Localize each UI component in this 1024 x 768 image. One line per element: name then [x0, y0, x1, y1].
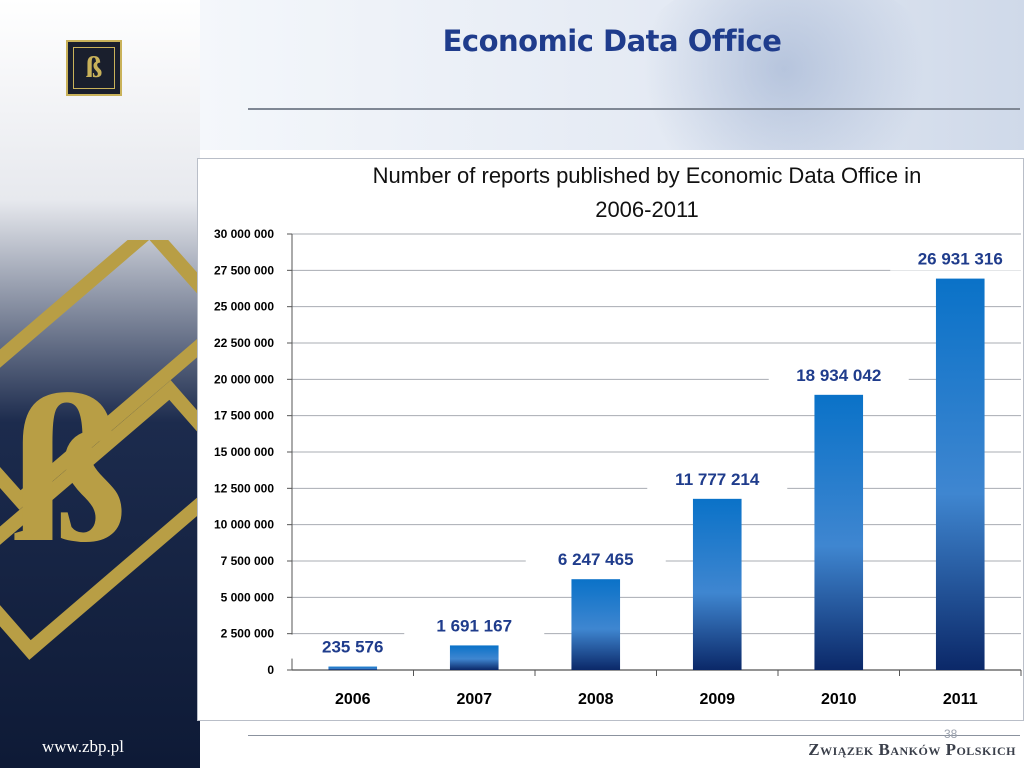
y-tick-label: 30 000 000 — [214, 227, 274, 241]
bar — [935, 278, 985, 670]
emblem-watermark-icon: ß — [0, 240, 200, 660]
data-label-background — [890, 246, 1023, 271]
x-tick-label: 2008 — [578, 691, 614, 708]
x-tick-label: 2006 — [335, 691, 371, 708]
zbp-logo: ß — [66, 40, 122, 96]
title-divider — [248, 108, 1020, 110]
left-branding-panel: ß ß www.zbp.pl — [0, 0, 200, 768]
organization-name: Związek Banków Polskich — [808, 740, 1016, 759]
y-tick-label: 22 500 000 — [214, 336, 274, 350]
y-tick-label: 7 500 000 — [221, 554, 275, 568]
bar — [814, 394, 864, 670]
data-label: 11 777 214 — [675, 470, 760, 489]
data-label-background — [404, 613, 545, 638]
y-tick-label: 0 — [267, 663, 274, 677]
page-number: 38 — [944, 727, 958, 741]
data-label: 6 247 465 — [558, 550, 634, 569]
data-label: 26 931 316 — [918, 250, 1003, 269]
footer-divider — [248, 735, 1020, 736]
bar — [328, 666, 378, 670]
slide-title: Economic Data Office — [442, 24, 782, 58]
x-tick-label: 2007 — [456, 691, 492, 708]
data-label: 235 576 — [322, 638, 383, 657]
y-tick-label: 2 500 000 — [221, 627, 275, 641]
data-label: 1 691 167 — [436, 616, 512, 635]
y-tick-label: 27 500 000 — [214, 263, 274, 277]
y-tick-label: 5 000 000 — [221, 590, 275, 604]
banner-photo-overlay — [624, 0, 944, 150]
x-tick-label: 2009 — [699, 691, 735, 708]
bar-chart: Number of reports published by Economic … — [214, 163, 1023, 708]
chart-container: Number of reports published by Economic … — [197, 158, 1024, 721]
y-tick-label: 25 000 000 — [214, 300, 274, 314]
header-photo-banner — [200, 0, 1024, 150]
data-label-background — [768, 362, 909, 387]
data-label-background — [647, 466, 788, 491]
data-label: 18 934 042 — [796, 366, 881, 385]
y-tick-label: 17 500 000 — [214, 409, 274, 423]
bar — [571, 579, 621, 670]
chart-title: Number of reports published by Economic … — [373, 163, 922, 222]
logo-letter: ß — [73, 47, 115, 89]
svg-text:ß: ß — [10, 354, 127, 586]
y-tick-label: 15 000 000 — [214, 445, 274, 459]
y-tick-label: 10 000 000 — [214, 518, 274, 532]
y-tick-label: 12 500 000 — [214, 481, 274, 495]
website-link[interactable]: www.zbp.pl — [42, 737, 124, 756]
bar — [692, 498, 742, 670]
x-tick-label: 2010 — [821, 691, 857, 708]
bar — [449, 645, 499, 670]
data-label-background — [525, 547, 666, 572]
x-tick-label: 2011 — [943, 691, 978, 708]
data-label-background — [282, 634, 423, 659]
y-tick-label: 20 000 000 — [214, 372, 274, 386]
